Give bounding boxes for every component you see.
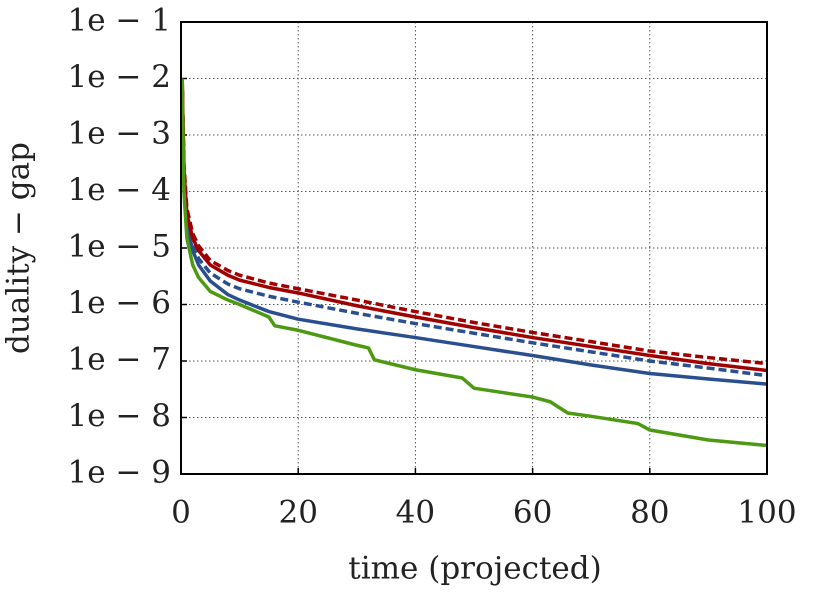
- plot-frame: [180, 21, 768, 475]
- y-tick-label: 1e − 5: [68, 229, 171, 265]
- x-tick-label: 100: [737, 495, 796, 531]
- data-line: [181, 78, 767, 373]
- x-tick-label: 60: [513, 495, 552, 531]
- y-tick-label: 1e − 3: [68, 116, 171, 152]
- y-tick-label: 1e − 1: [68, 3, 171, 39]
- x-tick-label: 0: [171, 495, 191, 531]
- y-tick-label: 1e − 7: [68, 342, 171, 378]
- y-tick-label: 1e − 4: [68, 172, 171, 208]
- data-line: [181, 78, 767, 386]
- data-line: [181, 78, 767, 366]
- x-tick-label: 40: [396, 495, 435, 531]
- data-line: [181, 78, 767, 448]
- y-tick-label: 1e − 8: [68, 398, 171, 434]
- x-axis-label: time (projected): [348, 551, 601, 587]
- y-tick-label: 1e − 9: [68, 455, 171, 491]
- y-axis-label: duality − gap: [1, 142, 37, 354]
- y-tick-label: 1e − 6: [68, 285, 171, 321]
- data-line: [181, 78, 767, 378]
- x-tick-label: 20: [278, 495, 317, 531]
- x-tick-label: 80: [630, 495, 669, 531]
- y-tick-label: 1e − 2: [68, 59, 171, 95]
